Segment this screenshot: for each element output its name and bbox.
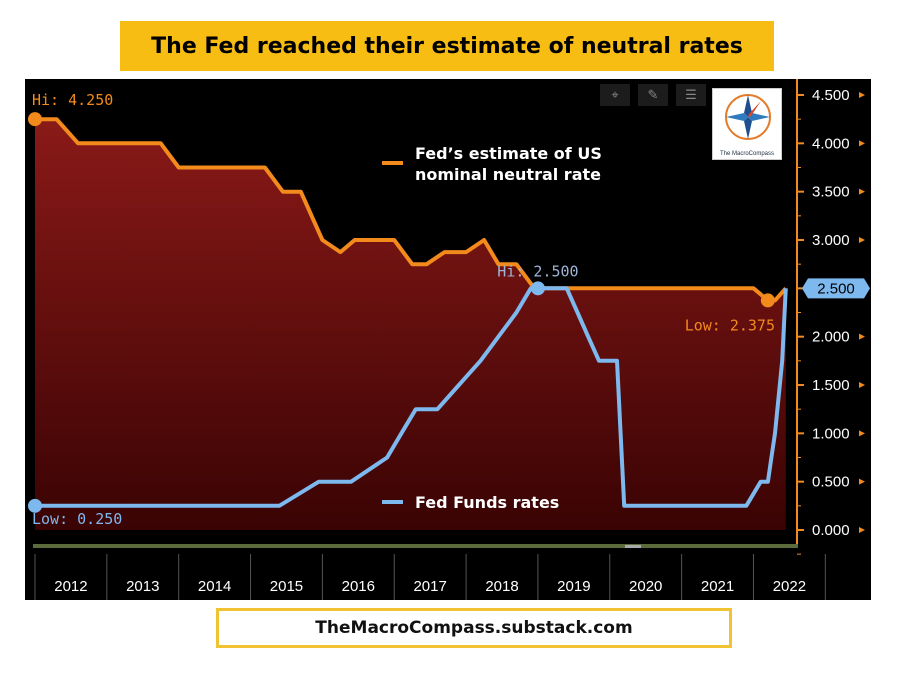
x-tick-label: 2015 <box>270 578 303 595</box>
x-tick-label: 2017 <box>413 578 446 595</box>
annotation-label: Hi: 2.500 <box>497 262 578 280</box>
annotation-marker <box>28 112 42 127</box>
neutral-rate-line <box>35 117 788 303</box>
x-tick-label: 2014 <box>198 578 231 595</box>
scroll-strip <box>33 544 798 548</box>
y-tick-arrow <box>859 140 865 147</box>
legend-label-neutral-line1: Fed’s estimate of US <box>415 144 602 163</box>
x-tick-label: 2022 <box>773 578 806 595</box>
logo-text: The MacroCompass <box>719 151 775 157</box>
y-tick-label: 0.500 <box>812 474 850 491</box>
logo: The MacroCompass <box>712 88 782 160</box>
y-tick-label: 4.500 <box>812 87 850 104</box>
scroll-handle <box>625 545 641 548</box>
y-tick-arrow <box>859 237 865 243</box>
y-tick-arrow <box>859 382 865 388</box>
x-tick-label: 2020 <box>629 578 662 595</box>
annotation-label: Low: 0.250 <box>32 510 122 528</box>
y-tick-arrow <box>859 188 865 195</box>
y-tick-arrow <box>859 333 865 340</box>
annotation-marker <box>760 293 775 308</box>
y-tick-label: 3.000 <box>812 232 850 249</box>
y-tick-label: 2.000 <box>812 329 850 346</box>
list-icon[interactable]: ☰ <box>676 84 706 106</box>
annotation-marker <box>28 498 42 513</box>
chart-title: The Fed reached their estimate of neutra… <box>151 33 743 59</box>
footer-text: TheMacroCompass.substack.com <box>315 618 633 638</box>
chart-svg: 2012 2013 2014 2015 2016 2017 2018 2019 2020 2021… <box>25 79 871 600</box>
footer-source: TheMacroCompass.substack.com <box>216 608 732 648</box>
compass-logo-icon <box>725 94 771 140</box>
x-tick-label: 2012 <box>54 578 87 595</box>
x-axis-band <box>25 548 871 600</box>
annotation-label: Low: 2.375 <box>685 316 775 334</box>
y-tick-label: 1.500 <box>812 377 850 394</box>
y-tick-label: 1.000 <box>812 425 850 442</box>
y-tick-arrow <box>859 430 865 437</box>
y-tick-label: 4.000 <box>812 135 850 152</box>
current-value-tag <box>802 278 870 299</box>
fed-funds-line <box>35 286 788 508</box>
x-tick-label: 2018 <box>485 578 518 595</box>
y-tick-arrow <box>859 527 865 533</box>
x-tick-label: 2016 <box>342 578 375 595</box>
chart-panel: 2012 2013 2014 2015 2016 2017 2018 2019 2020 2021… <box>25 79 871 600</box>
neutral-rate-area <box>35 119 786 530</box>
x-tick-label: 2013 <box>126 578 159 595</box>
y-tick-arrow <box>859 478 865 485</box>
legend-label-neutral-line2: nominal neutral rate <box>415 165 601 184</box>
annotation-marker <box>530 281 545 296</box>
crosshair-icon[interactable]: ⌖ <box>600 84 630 106</box>
x-tick-label: 2019 <box>557 578 590 595</box>
annotation-label: Hi: 4.250 <box>32 91 113 109</box>
y-tick-label: 3.500 <box>812 184 850 201</box>
legend-label-funds: Fed Funds rates <box>415 493 559 512</box>
current-value-label: 2.500 <box>817 280 855 297</box>
x-tick-label: 2021 <box>701 578 734 595</box>
pencil-icon[interactable]: ✎ <box>638 84 668 106</box>
chart-title-banner: The Fed reached their estimate of neutra… <box>120 21 774 71</box>
y-tick-arrow <box>859 92 865 98</box>
y-tick-label: 0.000 <box>812 522 850 539</box>
